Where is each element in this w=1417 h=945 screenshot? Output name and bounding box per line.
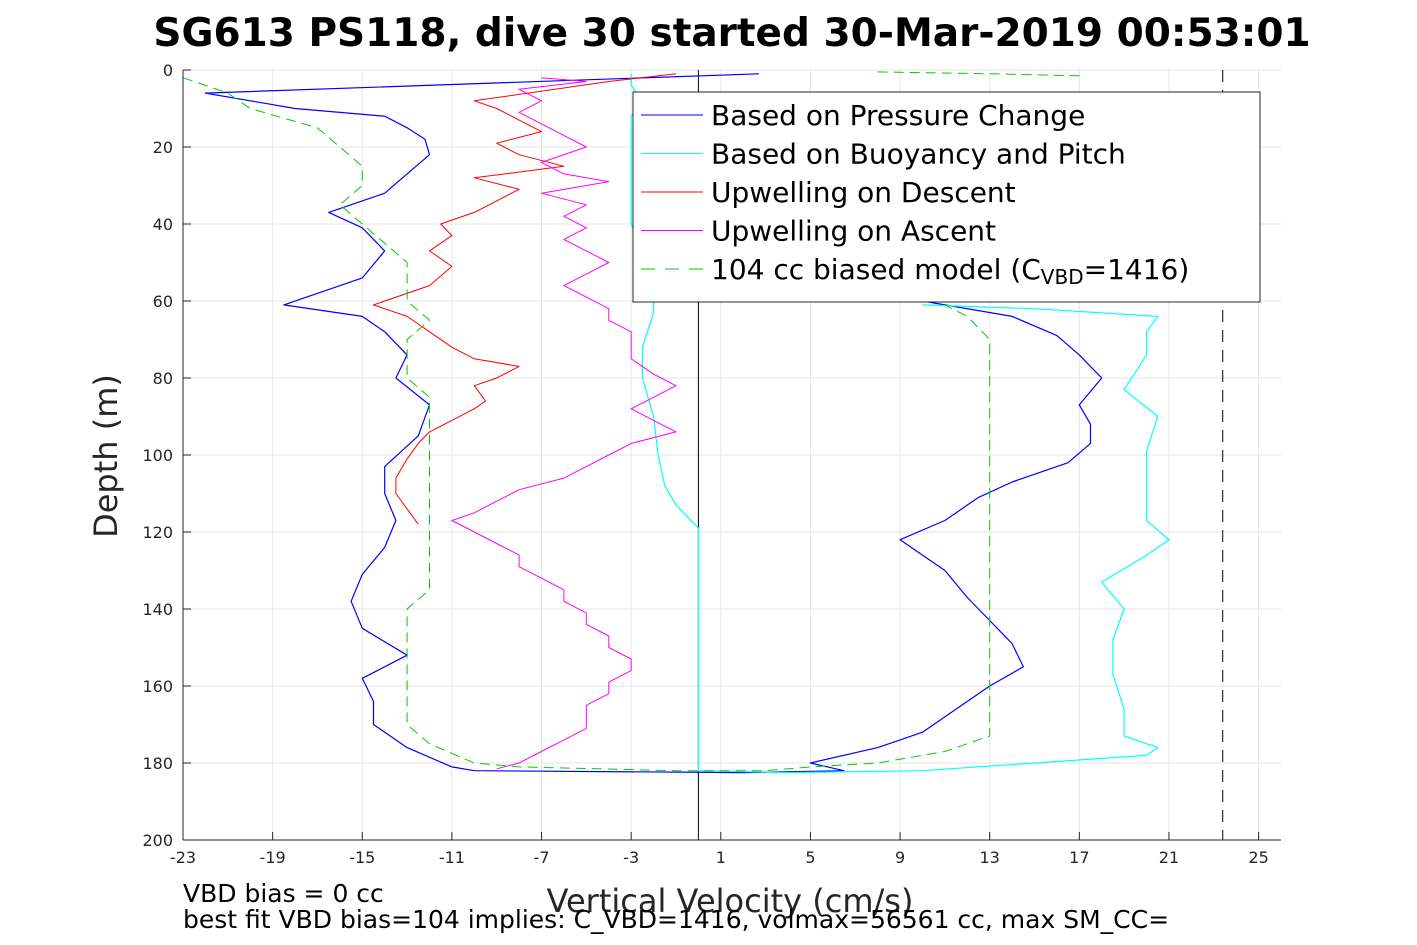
- legend-entry: Based on Pressure Change: [711, 99, 1085, 132]
- series-line: [451, 77, 677, 770]
- x-tick-label: -15: [349, 848, 375, 867]
- y-tick-label: 180: [142, 754, 173, 773]
- y-tick-label: 160: [142, 677, 173, 696]
- y-tick-label: 40: [153, 215, 173, 234]
- legend-entry: Based on Buoyancy and Pitch: [711, 138, 1126, 171]
- y-tick-label: 200: [142, 831, 173, 850]
- series-line: [373, 73, 677, 525]
- y-axis-label: Depth (m): [87, 374, 125, 538]
- legend: Based on Pressure Change Based on Buoyanc…: [632, 91, 1261, 303]
- legend-subscript: VBD: [1041, 265, 1084, 289]
- y-tick-label: 120: [142, 523, 173, 542]
- x-tick-label: -7: [534, 848, 550, 867]
- x-tick-label: 21: [1159, 848, 1179, 867]
- legend-entry: Upwelling on Descent: [711, 176, 1016, 209]
- x-tick-label: 17: [1069, 848, 1089, 867]
- legend-entry: Upwelling on Ascent: [711, 215, 996, 248]
- series-line: [204, 73, 1103, 774]
- y-tick-label: 140: [142, 600, 173, 619]
- legend-tail: =1416): [1084, 253, 1190, 286]
- legend-entry: 104 cc biased model (CVBD=1416): [711, 253, 1189, 289]
- x-tick-label: -23: [170, 848, 196, 867]
- x-tick-label: 5: [805, 848, 815, 867]
- chart-title: SG613 PS118, dive 30 started 30-Mar-2019…: [153, 11, 1310, 56]
- x-tick-label: 25: [1248, 848, 1268, 867]
- x-tick-label: -19: [260, 848, 286, 867]
- x-tick-label: -3: [623, 848, 639, 867]
- series-line: [877, 71, 1080, 77]
- y-tick-label: 20: [153, 138, 173, 157]
- x-tick-label: 1: [716, 848, 726, 867]
- x-tick-label: -11: [439, 848, 465, 867]
- y-tick-label: 60: [153, 292, 173, 311]
- y-tick-label: 80: [153, 369, 173, 388]
- y-tick-label: 0: [163, 61, 173, 80]
- footer-vbd-bias: VBD bias = 0 cc: [183, 879, 384, 908]
- series-line: [182, 77, 991, 772]
- x-tick-label: 9: [895, 848, 905, 867]
- x-axis-label: Vertical Velocity (cm/s): [547, 882, 914, 920]
- y-tick-label: 100: [142, 446, 173, 465]
- legend-box: [632, 91, 1261, 303]
- footer-best-fit: best fit VBD bias=104 implies: C_VBD=141…: [183, 905, 1169, 934]
- x-tick-label: 13: [980, 848, 1000, 867]
- axes: -23 -19 -15 -11 -7 -3 1 5 9 13 17 21 25 0 20 40 60 80 100 1…: [142, 61, 1281, 867]
